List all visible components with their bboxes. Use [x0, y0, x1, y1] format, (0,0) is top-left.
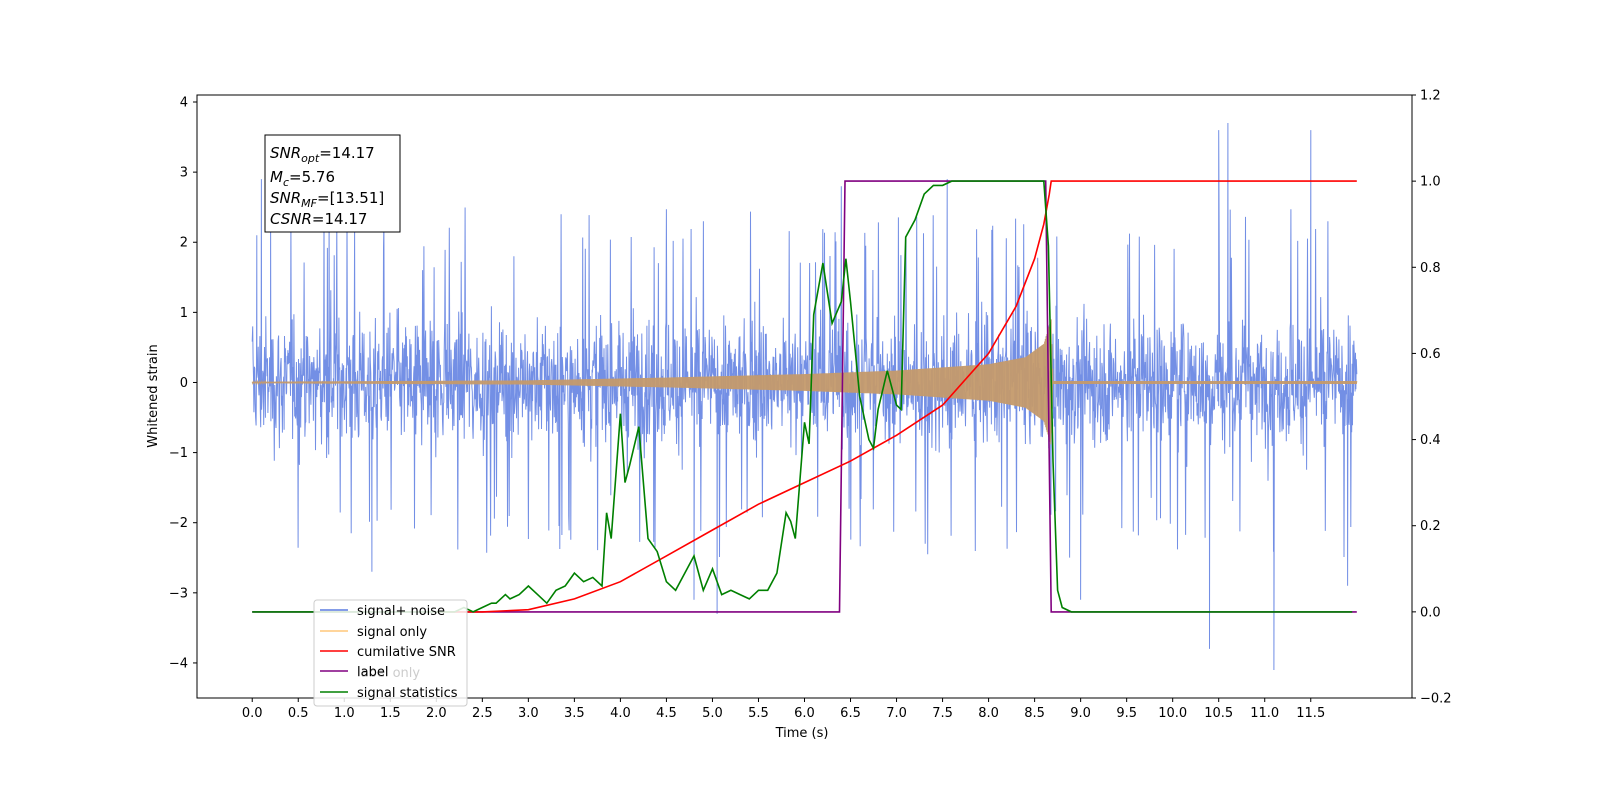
legend-label-faded: label only — [357, 666, 420, 681]
x-tick-label: 9.0 — [1070, 706, 1091, 721]
x-tick-label: 6.0 — [794, 706, 815, 721]
x-tick-label: 1.5 — [380, 706, 401, 721]
y2-tick-label: 0.6 — [1420, 347, 1441, 362]
x-tick-label: 0.5 — [288, 706, 309, 721]
x-tick-label: 11.0 — [1250, 706, 1279, 721]
annotation-line: SNRopt=14.17 — [270, 144, 375, 165]
legend-label: signal only — [357, 625, 427, 640]
x-tick-label: 3.0 — [518, 706, 539, 721]
x-axis-ticks: 0.0 0.5 1.0 1.5 2.0 2.5 3.0 3.5 4.0 4.5 5.0 5.5 6.0 6… — [242, 698, 1325, 721]
y-tick-label: −1 — [169, 446, 188, 461]
x-tick-label: 3.5 — [564, 706, 585, 721]
y-tick-label: 3 — [180, 166, 188, 181]
y-tick-label: 0 — [180, 376, 188, 391]
y-axis-ticks: −4 −3 −2 −1 0 1 2 3 4 — [169, 96, 197, 671]
x-tick-label: 7.5 — [932, 706, 953, 721]
y2-tick-label: 1.2 — [1420, 89, 1441, 104]
plot-area — [251, 122, 1358, 671]
x-tick-label: 7.0 — [886, 706, 907, 721]
annotation-line: Mc=5.76 — [270, 168, 335, 189]
annotation-box: SNRopt=14.17 Mc=5.76 SNRMF=[13.51] CSNR=… — [264, 134, 401, 233]
legend: signal+ noise signal only cumilative SNR… — [313, 599, 468, 707]
x-tick-label: 10.0 — [1158, 706, 1187, 721]
noise-series — [251, 122, 1358, 671]
x-tick-label: 0.0 — [242, 706, 263, 721]
signal-plus-noise-line — [251, 122, 1358, 671]
x-tick-label: 4.5 — [656, 706, 677, 721]
x-tick-label: 9.5 — [1116, 706, 1137, 721]
y-tick-label: 1 — [180, 306, 188, 321]
y-axis-label: Whitened strain — [146, 344, 161, 447]
x-tick-label: 5.5 — [748, 706, 769, 721]
x-tick-label: 5.0 — [702, 706, 723, 721]
legend-label: cumilative SNR — [357, 645, 456, 660]
x-tick-label: 8.5 — [1024, 706, 1045, 721]
legend-label: signal+ noise — [357, 604, 445, 619]
y2-tick-label: 1.0 — [1420, 175, 1441, 190]
y-tick-label: −4 — [169, 656, 188, 671]
x-tick-label: 2.0 — [426, 706, 447, 721]
x-tick-label: 4.0 — [610, 706, 631, 721]
y2-tick-label: 0.0 — [1420, 605, 1441, 620]
legend-label: label — [357, 665, 388, 680]
y-tick-label: 2 — [180, 236, 188, 251]
x-tick-label: 1.0 — [334, 706, 355, 721]
x-tick-label: 2.5 — [472, 706, 493, 721]
legend-label: signal statistics — [357, 686, 458, 701]
y-tick-label: −3 — [169, 586, 188, 601]
y-tick-label: −2 — [169, 516, 188, 531]
y2-tick-label: −0.2 — [1420, 692, 1452, 707]
signal-only-series — [251, 319, 1358, 445]
y2-tick-label: 0.4 — [1420, 433, 1441, 448]
x-tick-label: 8.0 — [978, 706, 999, 721]
cumulative-snr-line — [436, 180, 1357, 613]
x-tick-label: 10.5 — [1204, 706, 1233, 721]
right-axis-series — [252, 180, 1357, 613]
y-tick-label: 4 — [180, 96, 188, 111]
y2-axis-ticks: −0.2 0.0 0.2 0.4 0.6 0.8 1.0 1.2 — [1412, 89, 1452, 707]
x-axis-label: Time (s) — [775, 726, 829, 741]
annotation-line: SNRMF=[13.51] — [270, 189, 384, 210]
y2-tick-label: 0.8 — [1420, 261, 1441, 276]
y2-tick-label: 0.2 — [1420, 519, 1441, 534]
annotation-line: CSNR=14.17 — [270, 210, 367, 228]
x-tick-label: 6.5 — [840, 706, 861, 721]
signal-statistics-line — [252, 180, 1353, 613]
signal-only-line — [251, 319, 1358, 445]
x-tick-label: 11.5 — [1296, 706, 1325, 721]
